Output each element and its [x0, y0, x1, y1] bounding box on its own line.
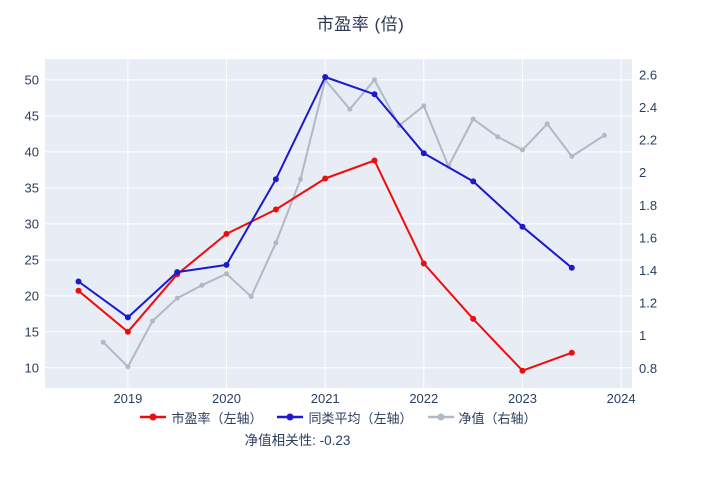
data-point-peer-average	[420, 150, 427, 157]
data-point-nav	[520, 147, 525, 153]
data-point-peer-average	[519, 223, 526, 230]
svg-text:40: 40	[25, 144, 39, 159]
chart-plot-area[interactable]: 10 15 20 25 30 35 40 45 50 0.8 1 1.2 1.4 1.6 1.8 2 2.2 2.…	[0, 0, 721, 407]
svg-text:15: 15	[25, 324, 39, 339]
series-nav	[100, 77, 607, 370]
data-point-pe-ratio	[124, 328, 131, 335]
data-point-pe-ratio	[322, 175, 329, 182]
data-point-nav	[421, 103, 427, 109]
data-point-peer-average	[174, 269, 181, 276]
data-point-pe-ratio	[223, 230, 230, 237]
data-point-peer-average	[371, 91, 378, 98]
legend-label-pe-ratio: 市盈率（左轴）	[171, 410, 263, 426]
data-point-pe-ratio	[519, 367, 526, 374]
data-point-nav	[273, 240, 279, 246]
data-point-nav	[100, 339, 106, 345]
svg-text:25: 25	[25, 252, 39, 267]
data-point-nav	[298, 176, 303, 182]
data-point-nav	[372, 77, 377, 83]
data-point-nav	[495, 134, 501, 140]
gray-line-marker-icon	[427, 413, 454, 421]
svg-text:2019: 2019	[113, 391, 142, 406]
legend-item-pe-ratio[interactable]: 市盈率（左轴）	[140, 408, 262, 427]
svg-text:1: 1	[639, 328, 646, 343]
red-line-marker-icon	[140, 413, 167, 421]
data-point-nav	[601, 132, 607, 138]
data-point-peer-average	[272, 176, 279, 183]
svg-text:2: 2	[639, 165, 646, 180]
blue-line-marker-icon	[277, 413, 304, 421]
data-point-peer-average	[470, 178, 477, 185]
chart-title: 市盈率 (倍)	[316, 15, 405, 34]
data-point-nav	[199, 282, 205, 288]
data-point-peer-average	[568, 264, 575, 271]
svg-text:1.4: 1.4	[639, 263, 657, 278]
svg-text:2.4: 2.4	[639, 100, 657, 115]
svg-text:50: 50	[25, 72, 39, 87]
svg-text:30: 30	[25, 216, 39, 231]
data-point-pe-ratio	[371, 157, 378, 164]
x-axis-labels: 2019 2020 2021 2022 2023 2024	[113, 391, 635, 406]
data-point-nav	[470, 116, 476, 122]
data-point-peer-average	[322, 74, 329, 80]
svg-text:2023: 2023	[508, 391, 537, 406]
data-point-pe-ratio	[272, 206, 279, 213]
nav-correlation-note: 净值相关性: -0.23	[244, 433, 351, 448]
svg-text:2021: 2021	[311, 391, 340, 406]
svg-text:10: 10	[25, 360, 39, 375]
data-point-nav	[347, 106, 353, 112]
data-point-peer-average	[124, 314, 131, 321]
svg-text:1.2: 1.2	[639, 296, 657, 311]
left-axis-labels: 10 15 20 25 30 35 40 45 50	[25, 72, 39, 375]
data-point-pe-ratio	[420, 260, 427, 267]
legend-item-nav[interactable]: 净值（右轴）	[427, 408, 537, 427]
chart-legend: 市盈率（左轴） 同类平均（左轴） 净值（右轴）	[45, 407, 632, 427]
svg-text:2.6: 2.6	[639, 68, 657, 83]
right-axis-labels: 0.8 1 1.2 1.4 1.6 1.8 2 2.2 2.4 2.6	[639, 68, 657, 376]
svg-text:1.6: 1.6	[639, 230, 657, 245]
data-point-peer-average	[75, 278, 82, 285]
data-point-peer-average	[223, 261, 230, 268]
data-point-pe-ratio	[75, 287, 82, 294]
svg-text:20: 20	[25, 288, 39, 303]
svg-text:2020: 2020	[212, 391, 241, 406]
data-point-nav	[544, 121, 550, 127]
data-point-nav	[125, 364, 131, 370]
svg-text:1.8: 1.8	[639, 198, 657, 213]
svg-text:45: 45	[25, 108, 39, 123]
data-point-pe-ratio	[470, 315, 477, 322]
data-point-nav	[224, 271, 229, 277]
data-point-nav	[150, 318, 155, 324]
svg-text:0.8: 0.8	[639, 361, 657, 376]
svg-text:2022: 2022	[409, 391, 438, 406]
data-point-nav	[569, 153, 575, 159]
svg-text:2024: 2024	[607, 391, 636, 406]
svg-text:2.2: 2.2	[639, 133, 657, 148]
legend-label-peer-average: 同类平均（左轴）	[308, 410, 413, 426]
legend-item-peer-average[interactable]: 同类平均（左轴）	[277, 408, 413, 427]
data-point-nav	[174, 295, 180, 301]
gridlines	[45, 59, 632, 388]
data-point-nav	[248, 294, 254, 300]
svg-text:35: 35	[25, 180, 39, 195]
legend-label-nav: 净值（右轴）	[458, 410, 537, 426]
series-peer-average	[75, 74, 575, 321]
data-point-pe-ratio	[568, 349, 575, 356]
